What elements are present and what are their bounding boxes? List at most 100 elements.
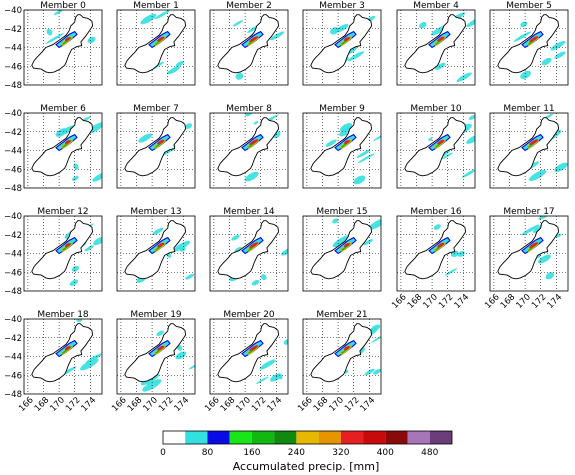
- rain-maximum: [249, 345, 259, 351]
- panel-title: Member 13: [130, 207, 181, 217]
- panel: Member 6 −40 −42 −44 −46 −48: [4, 104, 103, 194]
- colorbar-bin: [407, 431, 430, 444]
- precip-patch: [53, 10, 63, 16]
- colorbar-bin: [363, 431, 386, 444]
- precip-patch: [363, 239, 374, 246]
- x-tick-label: 168: [126, 395, 145, 414]
- panel-map: [24, 113, 102, 188]
- panel-map: [24, 10, 102, 85]
- precip-patch: [330, 27, 339, 35]
- panel: Member 3: [302, 1, 382, 86]
- precip-patch: [538, 216, 550, 220]
- panel: Member 0 −40 −42 −44 −46 −48: [4, 1, 103, 91]
- precip-patch: [260, 274, 267, 281]
- panel-frame: [209, 215, 289, 292]
- island-outline: [310, 220, 373, 280]
- panel-title: Member 4: [413, 1, 459, 11]
- precip-patch: [373, 368, 381, 375]
- x-tick-label: 166: [110, 395, 129, 414]
- x-tick-label: 172: [250, 395, 269, 414]
- panel-frame: [302, 318, 382, 395]
- island-outline: [31, 14, 94, 74]
- panel-frame: [116, 318, 196, 395]
- panel-map: [117, 113, 195, 188]
- x-tick-label: 172: [530, 292, 549, 311]
- precip-patch: [339, 123, 353, 132]
- panel-title: Member 17: [503, 207, 554, 217]
- colorbar-bin: [207, 431, 230, 444]
- precip-patch: [466, 16, 475, 28]
- panel-title: Member 0: [40, 1, 86, 11]
- colorbar-tick-label: 160: [243, 448, 260, 458]
- y-tick-label: −46: [4, 165, 22, 175]
- colorbar-bin: [296, 431, 319, 444]
- panel-title: Member 14: [223, 207, 275, 217]
- rain-maximum: [343, 346, 350, 350]
- panel-frame: [302, 215, 382, 292]
- panel-map: [397, 216, 475, 291]
- y-tick-label: −40: [4, 315, 22, 325]
- panel-grid: Member 0 −40 −42 −44 −46 −48 Member 1 Member 2 M…: [4, 1, 569, 414]
- precip-patch: [280, 248, 288, 256]
- panel-frame: [302, 9, 382, 86]
- precip-patch: [550, 40, 566, 51]
- x-tick-label: 174: [173, 395, 192, 414]
- colorbar-bin: [318, 431, 341, 444]
- precip-patch: [520, 70, 531, 80]
- precip-patch: [92, 172, 102, 182]
- rain-maximum: [437, 139, 445, 145]
- precip-patch: [76, 319, 83, 323]
- panel-frame: [23, 9, 103, 86]
- precip-patch: [371, 331, 381, 343]
- precip-patch: [175, 60, 184, 67]
- colorbar: 0 80 160 240 320 400 480 Accumulated precip. […: [160, 430, 453, 473]
- panel-title: Member 11: [503, 104, 554, 114]
- panel-title: Member 8: [226, 104, 272, 114]
- island-outline: [124, 220, 187, 280]
- rain-maximum: [157, 345, 165, 351]
- panel-title: Member 5: [506, 1, 552, 11]
- precip-patch: [185, 273, 195, 280]
- precip-patch: [554, 162, 568, 172]
- x-tick-label: 172: [437, 292, 456, 311]
- rain-maximum: [529, 36, 539, 42]
- precip-patch: [188, 364, 195, 370]
- y-tick-label: −48: [4, 81, 22, 91]
- x-tick-label: 174: [266, 395, 285, 414]
- panel-frame: [396, 215, 476, 292]
- y-tick-label: −40: [4, 109, 22, 119]
- panel-frame: [209, 112, 289, 189]
- precip-patch: [235, 72, 244, 80]
- precip-patch: [538, 254, 551, 264]
- rain-maximum: [437, 36, 445, 42]
- colorbar-tick-label: 80: [202, 448, 214, 458]
- precip-patch: [418, 21, 427, 29]
- precip-patch: [347, 51, 365, 62]
- precip-patch: [80, 358, 99, 371]
- island-outline: [310, 14, 373, 74]
- precip-patch: [154, 10, 170, 20]
- colorbar-bin: [385, 431, 408, 444]
- x-tick-label: 170: [514, 292, 533, 311]
- rain-maximum: [529, 242, 539, 248]
- precip-patch: [156, 330, 164, 337]
- panel-map: [490, 10, 568, 85]
- x-tick-label: 172: [157, 395, 176, 414]
- rain-maximum: [343, 37, 350, 41]
- panel-frame: [23, 318, 103, 395]
- colorbar-frame: [162, 430, 453, 445]
- y-tick-label: −46: [4, 268, 22, 278]
- y-tick-label: −46: [4, 371, 22, 381]
- island-outline: [497, 220, 560, 280]
- precip-patch: [46, 28, 53, 36]
- precip-patch: [336, 24, 349, 33]
- panel-map: [117, 319, 195, 394]
- panel-frame: [23, 112, 103, 189]
- panel-map: [397, 113, 475, 188]
- island-outline: [31, 323, 94, 383]
- precip-patch: [283, 339, 288, 345]
- precip-patch: [152, 227, 164, 235]
